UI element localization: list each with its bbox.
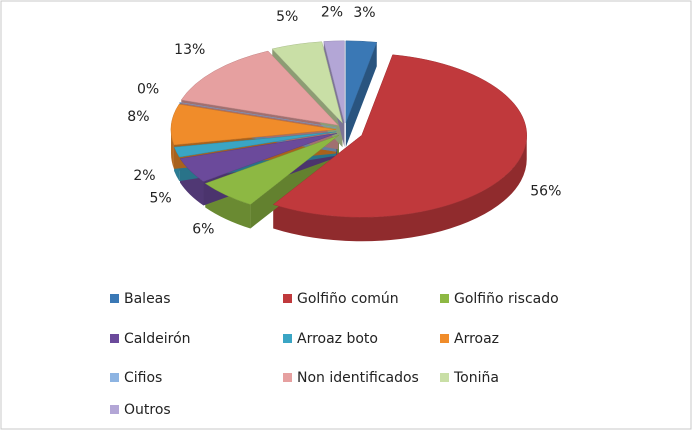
- legend-swatch: [440, 294, 449, 303]
- slice: [345, 40, 378, 123]
- slice: [272, 54, 527, 218]
- legend-swatch: [440, 373, 449, 382]
- data-label: 0%: [137, 82, 159, 98]
- legend-label: Cifios: [124, 370, 162, 386]
- slice-side: [171, 129, 174, 169]
- data-label: 2%: [321, 5, 343, 21]
- slice: [173, 131, 337, 158]
- slice-tops: [170, 40, 527, 218]
- slice-side: [273, 135, 527, 242]
- data-label: 13%: [174, 42, 205, 58]
- data-label: 5%: [276, 9, 298, 25]
- slice: [323, 40, 345, 123]
- slice: [170, 103, 337, 146]
- legend-swatch: [110, 373, 119, 382]
- legend-swatch: [283, 334, 292, 343]
- slice-wall: [345, 42, 377, 147]
- legend-label: Golfiño riscado: [454, 291, 559, 307]
- legend-swatch: [283, 373, 292, 382]
- legend-label: Baleas: [124, 291, 171, 307]
- legend-swatch: [110, 294, 119, 303]
- legend-label: Caldeirón: [124, 331, 191, 347]
- legend-swatch: [440, 334, 449, 343]
- legend-label: Arroaz boto: [297, 331, 378, 347]
- legend-label: Non identificados: [297, 370, 419, 386]
- data-label: 56%: [530, 184, 561, 200]
- slice: [271, 41, 343, 124]
- legend-label: Arroaz: [454, 331, 499, 347]
- data-label: 6%: [192, 221, 214, 237]
- data-label: 8%: [127, 109, 149, 125]
- slice: [180, 50, 339, 126]
- legend-label: Outros: [124, 402, 171, 418]
- data-label: 5%: [149, 191, 171, 207]
- legend-swatch: [110, 405, 119, 414]
- data-label: 2%: [133, 168, 155, 184]
- legend-label: Toniña: [453, 370, 499, 386]
- slice: [179, 133, 338, 182]
- data-label: 3%: [353, 5, 375, 21]
- legend-label: Golfiño común: [297, 291, 399, 307]
- legend-swatch: [110, 334, 119, 343]
- legend-swatch: [283, 294, 292, 303]
- slice: [204, 135, 339, 205]
